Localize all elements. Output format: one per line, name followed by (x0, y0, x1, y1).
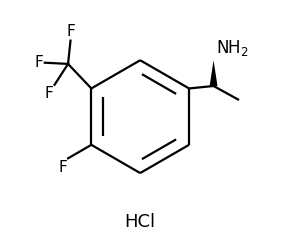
Text: HCl: HCl (124, 213, 156, 231)
Text: F: F (45, 86, 53, 101)
Text: F: F (66, 24, 75, 39)
Text: NH$_2$: NH$_2$ (216, 38, 249, 58)
Text: F: F (35, 55, 44, 70)
Polygon shape (210, 60, 218, 86)
Text: F: F (58, 159, 67, 175)
